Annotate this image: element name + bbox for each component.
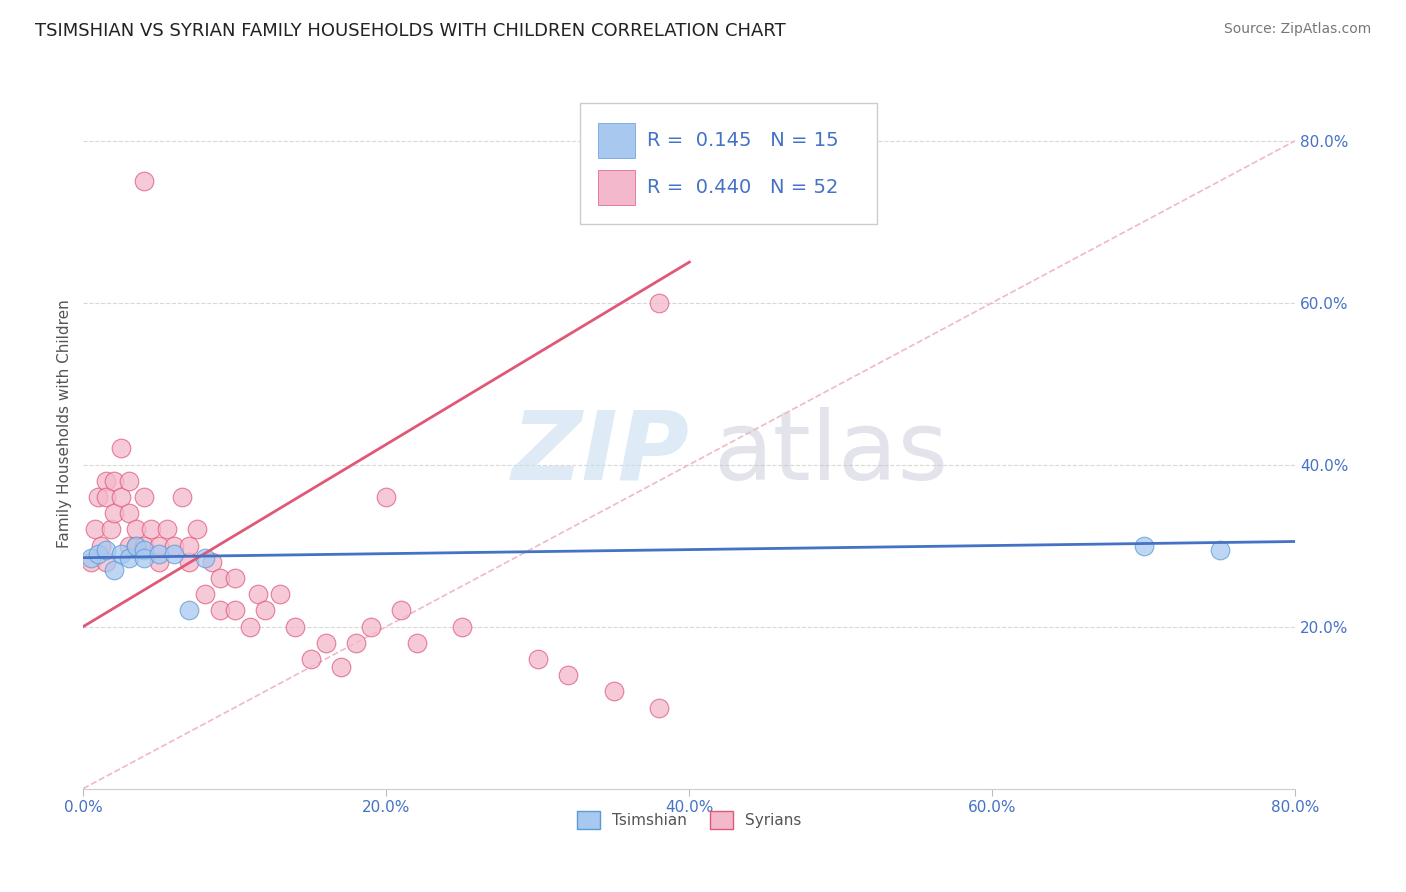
Point	[269, 587, 291, 601]
Point	[80, 550, 103, 565]
Point	[84, 522, 107, 536]
Point	[118, 550, 141, 565]
Point	[170, 490, 193, 504]
Point	[246, 587, 269, 601]
Point	[94, 490, 117, 504]
Point	[1208, 542, 1230, 557]
Point	[148, 539, 170, 553]
Point	[224, 603, 246, 617]
Point	[315, 636, 337, 650]
Point	[103, 506, 125, 520]
Point	[391, 603, 413, 617]
Point	[527, 652, 550, 666]
Point	[132, 174, 155, 188]
Text: atlas: atlas	[714, 407, 949, 500]
Point	[602, 684, 624, 698]
Point	[329, 660, 352, 674]
Point	[254, 603, 277, 617]
Point	[94, 474, 117, 488]
Point	[80, 555, 103, 569]
Point	[208, 603, 231, 617]
Point	[132, 550, 155, 565]
Point	[110, 490, 132, 504]
Point	[208, 571, 231, 585]
Point	[132, 539, 155, 553]
FancyBboxPatch shape	[599, 123, 636, 158]
Point	[557, 668, 579, 682]
Point	[141, 522, 163, 536]
Text: R =  0.440   N = 52: R = 0.440 N = 52	[647, 178, 838, 197]
FancyBboxPatch shape	[581, 103, 877, 224]
Point	[87, 547, 110, 561]
Point	[648, 295, 671, 310]
Point	[179, 555, 201, 569]
Point	[125, 539, 148, 553]
Point	[299, 652, 322, 666]
Point	[344, 636, 367, 650]
Text: ZIP: ZIP	[512, 407, 689, 500]
Point	[118, 506, 141, 520]
Point	[94, 542, 117, 557]
Point	[132, 542, 155, 557]
Point	[110, 442, 132, 456]
Point	[94, 555, 117, 569]
Point	[132, 490, 155, 504]
Point	[110, 547, 132, 561]
Point	[451, 619, 474, 633]
Text: Source: ZipAtlas.com: Source: ZipAtlas.com	[1223, 22, 1371, 37]
Point	[224, 571, 246, 585]
Point	[179, 539, 201, 553]
Point	[156, 522, 179, 536]
Point	[163, 539, 186, 553]
Point	[648, 700, 671, 714]
Point	[125, 539, 148, 553]
Point	[148, 555, 170, 569]
Point	[179, 603, 201, 617]
Point	[375, 490, 398, 504]
Point	[118, 474, 141, 488]
Point	[100, 522, 122, 536]
Point	[118, 539, 141, 553]
Point	[201, 555, 224, 569]
Point	[405, 636, 427, 650]
Point	[193, 587, 215, 601]
Legend: Tsimshian, Syrians: Tsimshian, Syrians	[571, 805, 807, 836]
Point	[125, 522, 148, 536]
Text: TSIMSHIAN VS SYRIAN FAMILY HOUSEHOLDS WITH CHILDREN CORRELATION CHART: TSIMSHIAN VS SYRIAN FAMILY HOUSEHOLDS WI…	[35, 22, 786, 40]
Point	[186, 522, 208, 536]
Point	[90, 539, 112, 553]
Point	[193, 550, 215, 565]
Point	[103, 474, 125, 488]
Point	[284, 619, 307, 633]
Point	[103, 563, 125, 577]
Point	[148, 547, 170, 561]
FancyBboxPatch shape	[599, 170, 636, 205]
Point	[239, 619, 262, 633]
Point	[360, 619, 382, 633]
Point	[1133, 539, 1156, 553]
Point	[87, 490, 110, 504]
Point	[163, 547, 186, 561]
Text: R =  0.145   N = 15: R = 0.145 N = 15	[647, 131, 838, 150]
Y-axis label: Family Households with Children: Family Households with Children	[58, 300, 72, 549]
